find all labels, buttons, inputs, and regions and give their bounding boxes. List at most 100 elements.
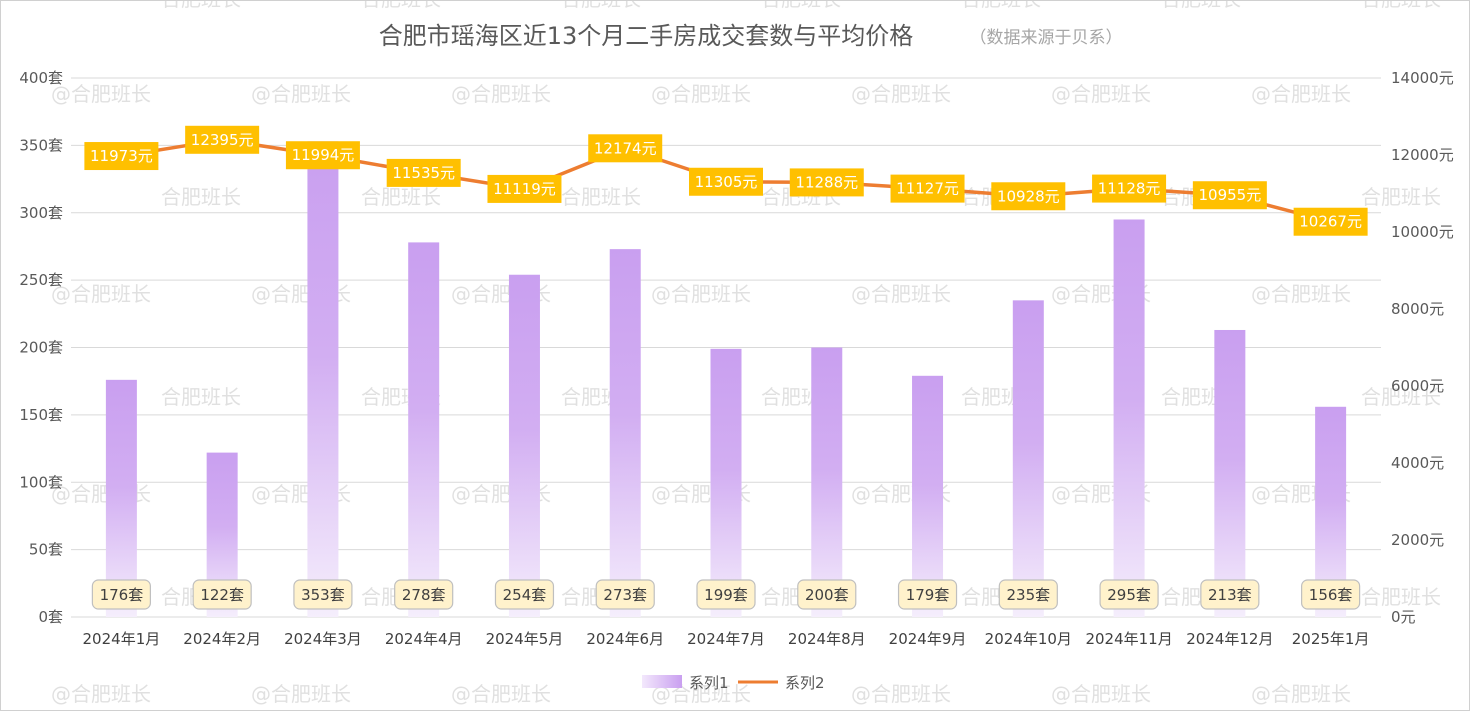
bar [609,249,641,617]
bar [408,242,440,617]
watermark-text: @合肥班长 [51,82,151,106]
y-left-tick-label: 150套 [19,406,63,424]
watermark-text: @合肥班长 [51,682,151,706]
watermark-text: @合肥班长 [251,682,351,706]
bar [710,348,742,617]
y-left-tick-label: 200套 [19,339,63,357]
line-data-label: 11119元 [493,180,556,198]
watermark-text: @合肥班长 [1251,282,1351,306]
line-label-box [285,141,360,170]
y-right-tick-label: 10000元 [1391,223,1454,241]
watermark-text: 合肥班长 [561,1,641,11]
line-data-label: 10928元 [997,187,1060,205]
y-left-tick-label: 100套 [19,473,63,491]
bar [912,375,944,617]
line-data-label: 10267元 [1299,213,1362,231]
bars [105,141,1347,618]
bar-label-box [192,579,252,610]
bar-data-label: 200套 [805,586,849,604]
watermark-text: @合肥班长 [251,82,351,106]
bar-label-box [595,579,655,610]
y-left-tick-label: 0套 [38,608,63,626]
line-label-box [689,167,763,196]
line-data-label: 12395元 [191,131,254,149]
legend-label-series-2: 系列2 [785,674,825,692]
line-label-box [991,182,1066,211]
bar-label-box [394,579,454,610]
watermark-text: 合肥班长 [761,1,841,11]
line-label-box [588,134,663,163]
line-data-label: 11127元 [896,180,959,198]
watermark-text: 合肥班长 [1361,585,1441,609]
watermark-text: @合肥班长 [651,282,751,306]
line-label-box [386,158,461,187]
bar-data-label: 353套 [301,586,345,604]
bar [1113,219,1145,618]
line-data-label: 11288元 [795,173,858,191]
x-tick-label: 2024年6月 [586,630,664,648]
line-data-label: 11535元 [392,164,455,182]
watermark-text: 合肥班长 [361,1,441,11]
bar-label-box [998,579,1058,610]
bar [105,379,137,617]
bar-label-box [1200,579,1260,610]
x-tick-label: 2024年11月 [1085,630,1172,648]
y-right-tick-label: 12000元 [1391,146,1454,164]
line-label-box [789,168,864,197]
bar-data-label: 273套 [603,586,647,604]
line-data-label: 11994元 [292,146,355,164]
bar-label-box [696,579,756,610]
line-data-label: 11973元 [90,147,153,165]
bar [508,274,540,617]
line-label-box [1192,181,1267,210]
watermark-text: 合肥班长 [1361,1,1441,11]
bar-label-box [1099,579,1159,610]
watermark-text: @合肥班长 [1251,82,1351,106]
y-right-tick-label: 6000元 [1391,377,1444,395]
legend: 系列1 系列2 [642,674,825,692]
watermark-text: 合肥班长 [161,185,241,209]
y-right-tick-label: 8000元 [1391,300,1444,318]
x-tick-label: 2024年10月 [985,630,1072,648]
y-left-tick-label: 400套 [19,69,63,87]
watermark-text: @合肥班长 [851,282,951,306]
watermark-text: @合肥班长 [851,682,951,706]
bar-data-label: 278套 [402,586,446,604]
bar [1012,300,1044,617]
x-tick-label: 2024年9月 [889,630,967,648]
bar-data-label: 235套 [1006,586,1050,604]
watermark-text: @合肥班长 [1051,682,1151,706]
y-right-tick-label: 14000元 [1391,69,1454,87]
watermark-text: 合肥班长 [161,1,241,11]
x-tick-label: 2024年4月 [385,630,463,648]
bar-label-box [897,579,958,610]
line-label-box [487,174,562,203]
bar-data-label: 199套 [704,586,748,604]
bar-data-label: 122套 [200,586,244,604]
x-tick-label: 2024年3月 [284,630,362,648]
watermark-text: @合肥班长 [451,82,551,106]
watermark-text: 合肥班长 [161,385,241,409]
x-tick-label: 2024年12月 [1186,630,1273,648]
bar-data-label: 254套 [503,586,547,604]
line-label-box [1092,174,1167,203]
bar-data-label: 213套 [1208,586,1252,604]
axes: 0套 50套 100套 150套 200套 250套 300套 350套 400套 0元 2000元… [19,69,1453,648]
x-tick-label: 2024年2月 [183,630,261,648]
y-left-tick-label: 350套 [19,136,63,154]
watermark-text: @合肥班长 [851,82,951,106]
y-right-tick-label: 2000元 [1391,531,1444,549]
watermark-text: 合肥班长 [961,1,1041,11]
watermark-text: 合肥班长 [1161,1,1241,11]
bar-data-label: 176套 [100,586,144,604]
bar-data-label: 179套 [906,586,950,604]
line-label-box [1293,207,1368,236]
watermark-text: @合肥班长 [651,82,751,106]
bar-label-box [293,579,353,610]
watermark-text: @合肥班长 [1051,82,1151,106]
chart-title: 合肥市瑶海区近13个月二手房成交套数与平均价格 [379,22,914,50]
watermark-text: 合肥班长 [361,185,441,209]
watermark-text: 合肥班长 [561,185,641,209]
bar-label-box [1301,579,1361,610]
